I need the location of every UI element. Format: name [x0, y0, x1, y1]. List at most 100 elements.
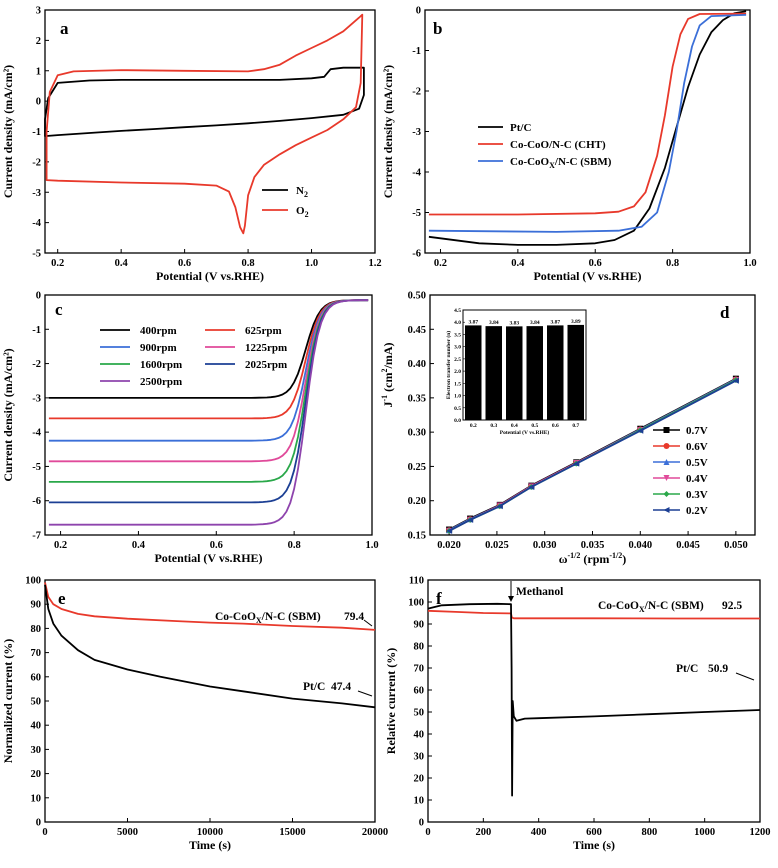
panel-label: f — [436, 589, 442, 608]
legend-label: 0.7V — [686, 425, 708, 437]
x-tick-label: 15000 — [279, 827, 305, 838]
inset-bar — [567, 324, 584, 420]
x-tick-label: 0.8 — [242, 258, 255, 269]
series-line-2500rpm — [48, 299, 369, 526]
x-tick-label: 1.0 — [365, 540, 378, 551]
x-tick-label: 0.6 — [589, 258, 602, 269]
data-point — [663, 427, 670, 433]
y-tick-label: 20 — [414, 774, 425, 785]
y-tick-label: 100 — [408, 598, 424, 609]
x-tick-label: 0.8 — [288, 540, 301, 551]
x-tick-label: 1.0 — [305, 258, 318, 269]
y-tick-label: -5 — [412, 208, 421, 219]
y-axis-label: Relative current (%) — [384, 648, 398, 754]
series-line-Pt/C — [428, 10, 747, 246]
y-tick-label: 50 — [414, 708, 425, 719]
inset-y-tick-label: 3.5 — [454, 332, 461, 338]
series-line-Co-CoOX/N-C (SBM) — [427, 609, 760, 620]
x-tick-label: 0.4 — [511, 258, 525, 269]
legend-label: 900rpm — [140, 342, 177, 354]
x-axis-label: Time (s) — [573, 838, 615, 852]
x-tick-label: 0.030 — [533, 540, 557, 551]
series-line-Co-CoO/N-C (CHT) — [428, 12, 747, 216]
inset-bar — [465, 325, 482, 420]
x-tick-label: 0.6 — [210, 540, 223, 551]
data-point — [663, 475, 670, 481]
data-point — [663, 491, 670, 497]
y-tick-label: -2 — [32, 157, 41, 168]
panel-label: e — [58, 589, 66, 608]
inset-bar-label: 3.83 — [509, 320, 519, 326]
y-tick-label: 60 — [31, 672, 42, 683]
x-tick-label: 0.035 — [581, 540, 605, 551]
panel-b: 0.2 0.4 0.6 0.8 1.0 -6 -5 -4 -3 -2 -1 0 Potential (V… — [381, 6, 757, 284]
y-tick-label: 60 — [414, 686, 425, 697]
x-tick-label: 0.4 — [132, 540, 146, 551]
series-line-1600rpm — [48, 299, 369, 483]
legend-label: 0.4V — [686, 473, 708, 485]
inset-y-tick-label: 2.0 — [454, 369, 461, 375]
y-tick-label: 80 — [31, 624, 42, 635]
annotation-value: 47.4 — [331, 681, 351, 693]
annotation-value: 50.9 — [708, 663, 728, 675]
y-tick-label: 10 — [31, 793, 42, 804]
x-axis-label: ω-1/2 (rpm-1/2) — [559, 551, 627, 566]
inset-y-tick-label: 4.5 — [454, 308, 461, 314]
inset-y-tick-label: 0.5 — [454, 406, 461, 412]
legend-label: 0.3V — [686, 489, 708, 501]
y-tick-label: -6 — [412, 249, 421, 260]
x-tick-label: 600 — [586, 827, 602, 838]
legend-label: Co-CoOX/N-C (SBM) — [510, 156, 612, 170]
inset-y-tick-label: 2.5 — [454, 357, 461, 363]
x-tick-label: 0.040 — [628, 540, 652, 551]
data-point — [496, 503, 503, 510]
x-axis-label: Potential (V vs.RHE) — [533, 269, 641, 283]
data-point — [467, 516, 474, 523]
y-axis-label: Current density (mA/cm²) — [1, 348, 15, 481]
annotation-value: 79.4 — [344, 611, 364, 623]
data-point — [663, 507, 670, 513]
y-tick-label: 2 — [36, 36, 41, 47]
x-tick-label: 1200 — [750, 827, 771, 838]
series-line-400rpm — [48, 299, 369, 399]
y-tick-label: 1 — [36, 66, 41, 77]
y-tick-label: 30 — [31, 745, 42, 756]
x-axis-label: Potential (V vs.RHE) — [156, 269, 264, 283]
inset-x-tick-label: 0.5 — [531, 423, 538, 429]
plot-frame — [427, 579, 761, 823]
plot-frame — [424, 9, 751, 254]
y-tick-label: -4 — [32, 428, 41, 439]
y-tick-label: 20 — [31, 769, 42, 780]
legend-label: N2 — [296, 185, 308, 199]
x-tick-label: 200 — [475, 827, 491, 838]
y-tick-label: 0 — [419, 818, 424, 829]
legend-label: 0.2V — [686, 505, 708, 517]
y-tick-label: 0.30 — [408, 428, 426, 439]
series-line-O2 — [45, 13, 364, 235]
inset-y-tick-label: 3.0 — [454, 345, 461, 351]
legend-label: 0.6V — [686, 441, 708, 453]
annotation-label: Methanol — [516, 586, 563, 598]
x-tick-label: 400 — [531, 827, 547, 838]
y-tick-label: 0 — [416, 6, 421, 17]
y-tick-label: -4 — [412, 168, 421, 179]
y-tick-label: 30 — [414, 752, 425, 763]
panel-label: d — [720, 303, 730, 322]
y-tick-label: -5 — [32, 249, 41, 260]
annotation-value: 92.5 — [722, 600, 742, 612]
x-tick-label: 0.2 — [51, 258, 64, 269]
y-tick-label: -4 — [32, 218, 41, 229]
panel-c: 0.2 0.4 0.6 0.8 1.0 -7 -6 -5 -4 -3 -2 -1 0 Potential … — [1, 291, 379, 566]
y-tick-label: -3 — [32, 393, 41, 404]
legend-label: 1600rpm — [140, 359, 182, 371]
y-axis-label: J-1 (cm2/mA) — [380, 343, 395, 408]
panel-d: 0.020 0.025 0.030 0.035 0.040 0.045 0.050 0.15 0… — [380, 291, 756, 566]
inset-x-tick-label: 0.7 — [572, 423, 579, 429]
y-tick-label: -5 — [32, 462, 41, 473]
inset-x-tick-label: 0.6 — [552, 423, 559, 429]
x-tick-label: 1000 — [694, 827, 715, 838]
x-tick-label: 5000 — [117, 827, 138, 838]
y-tick-label: -2 — [412, 87, 421, 98]
y-tick-label: 80 — [414, 642, 425, 653]
y-tick-label: 70 — [31, 648, 42, 659]
